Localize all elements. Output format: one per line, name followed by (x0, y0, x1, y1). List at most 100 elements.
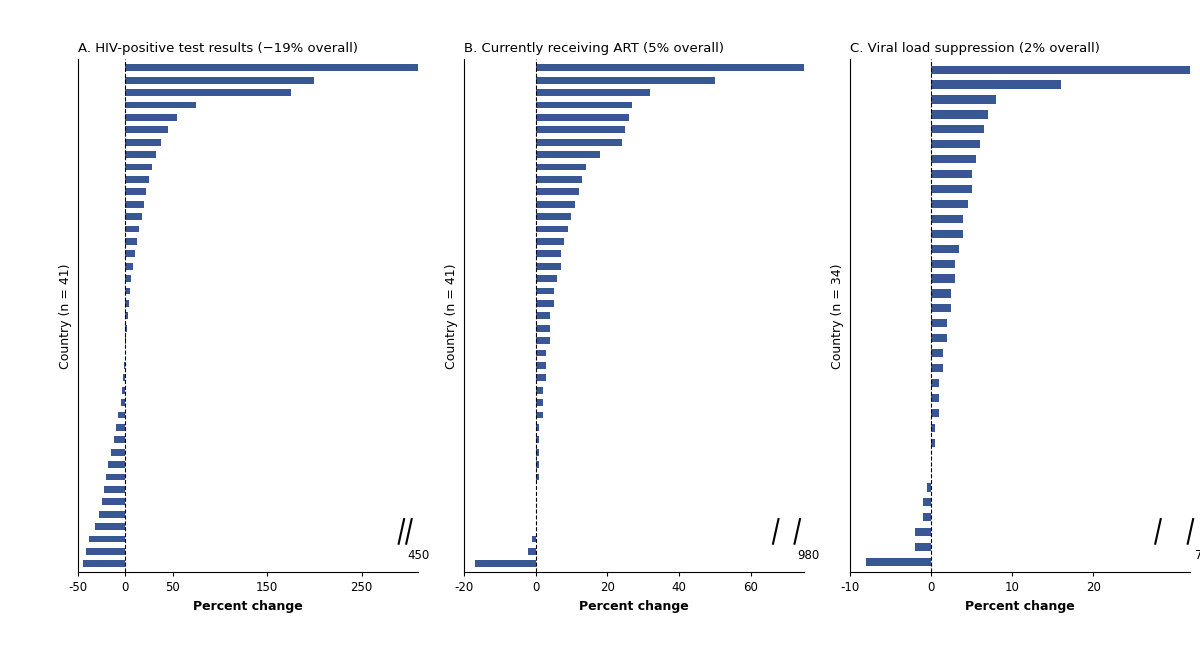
Bar (125, 226, 139, 232)
Text: 70: 70 (1195, 549, 1200, 562)
Bar (931, 438, 935, 447)
Bar (931, 334, 947, 342)
Bar (931, 66, 1200, 74)
Text: B. Currently receiving ART (5% overall): B. Currently receiving ART (5% overall) (464, 42, 724, 55)
Bar (535, 126, 625, 134)
Bar (535, 449, 539, 455)
Bar (931, 409, 940, 417)
Bar (923, 513, 931, 521)
Bar (125, 325, 127, 332)
Bar (125, 251, 134, 257)
Bar (931, 170, 972, 178)
Bar (125, 114, 178, 121)
Bar (931, 125, 984, 134)
Bar (118, 412, 125, 418)
Bar (89, 536, 125, 542)
Bar (931, 274, 955, 283)
Bar (112, 449, 125, 455)
Bar (535, 176, 582, 183)
Bar (535, 399, 542, 406)
Bar (535, 164, 586, 170)
Bar (107, 474, 125, 480)
Bar (535, 300, 553, 307)
Bar (125, 126, 168, 134)
Bar (532, 536, 535, 542)
Bar (535, 424, 539, 431)
Bar (535, 89, 650, 96)
Bar (931, 140, 979, 148)
Y-axis label: Country (n = 41): Country (n = 41) (445, 263, 458, 368)
Bar (114, 436, 125, 443)
Bar (926, 484, 931, 492)
Bar (931, 379, 940, 387)
Bar (535, 288, 553, 295)
Bar (923, 498, 931, 507)
Bar (535, 201, 575, 208)
Bar (931, 95, 996, 103)
Bar (535, 337, 550, 344)
Bar (535, 362, 546, 369)
Bar (914, 543, 931, 551)
Bar (125, 275, 131, 282)
Bar (931, 319, 947, 328)
Bar (535, 374, 546, 381)
Bar (528, 548, 535, 555)
Bar (931, 349, 943, 357)
Bar (83, 561, 125, 567)
Bar (535, 275, 557, 282)
Bar (85, 548, 125, 555)
Bar (120, 399, 125, 406)
Bar (931, 245, 960, 253)
Bar (914, 528, 931, 536)
Bar (535, 64, 1200, 71)
Bar (125, 300, 130, 307)
Bar (931, 185, 972, 193)
Bar (931, 393, 940, 402)
Bar (931, 155, 976, 163)
X-axis label: Percent change: Percent change (965, 600, 1075, 613)
Bar (931, 424, 935, 432)
Bar (535, 238, 564, 245)
Bar (931, 364, 943, 372)
Bar (535, 474, 539, 480)
Bar (95, 523, 125, 530)
X-axis label: Percent change: Percent change (580, 600, 689, 613)
Bar (125, 151, 156, 158)
Bar (535, 313, 550, 319)
Bar (125, 64, 551, 71)
Bar (125, 188, 146, 195)
Y-axis label: Country (n = 34): Country (n = 34) (832, 263, 845, 368)
Bar (535, 412, 542, 418)
Bar (931, 290, 952, 297)
Bar (125, 176, 149, 183)
Bar (535, 139, 622, 145)
X-axis label: Percent change: Percent change (193, 600, 304, 613)
Bar (125, 201, 144, 208)
Bar (125, 89, 290, 96)
Text: 980: 980 (797, 549, 820, 562)
Bar (475, 561, 535, 567)
Bar (535, 188, 578, 195)
Bar (125, 263, 133, 270)
Bar (125, 238, 137, 245)
Y-axis label: Country (n = 41): Country (n = 41) (60, 263, 72, 368)
Bar (535, 251, 560, 257)
Bar (866, 558, 931, 566)
Bar (122, 387, 125, 393)
Bar (125, 139, 161, 145)
Bar (98, 511, 125, 518)
Bar (931, 111, 988, 118)
Bar (535, 387, 542, 393)
Bar (535, 151, 600, 158)
Bar (535, 325, 550, 332)
Bar (125, 313, 128, 319)
Bar (125, 102, 196, 109)
Text: 450: 450 (407, 549, 430, 562)
Bar (104, 486, 125, 493)
Bar (535, 226, 568, 232)
Bar (125, 77, 314, 84)
Bar (108, 461, 125, 468)
Bar (125, 164, 151, 170)
Text: C. Viral load suppression (2% overall): C. Viral load suppression (2% overall) (850, 42, 1100, 55)
Bar (931, 80, 1061, 89)
